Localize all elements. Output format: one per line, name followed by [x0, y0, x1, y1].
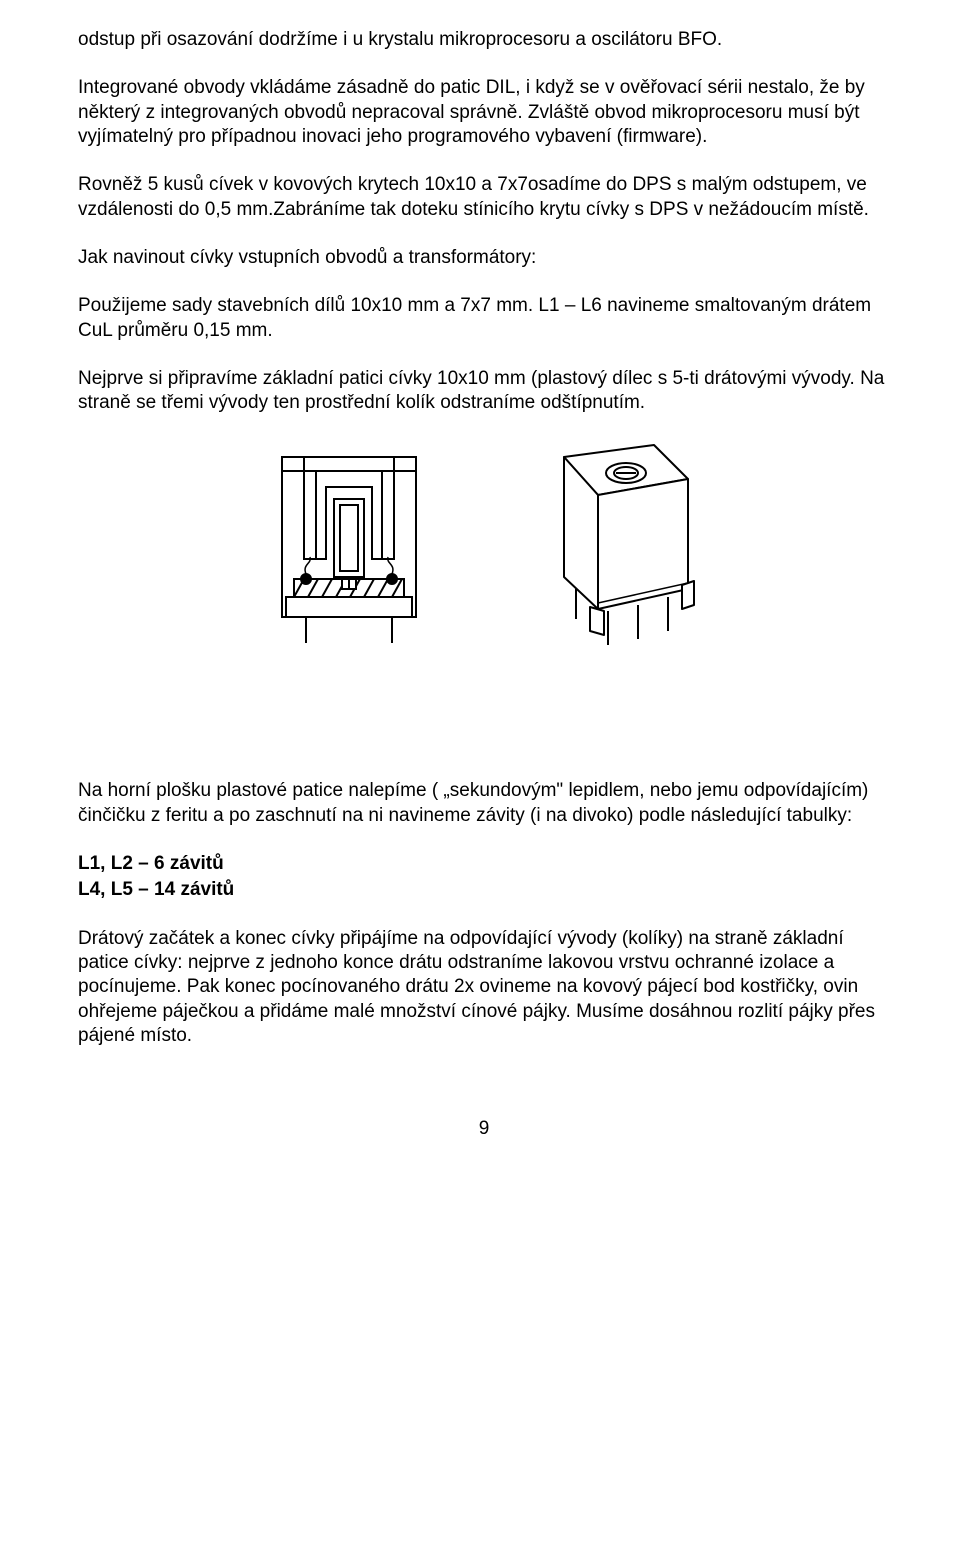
paragraph-6: Nejprve si připravíme základní patici cí…	[78, 367, 890, 416]
paragraph-2: Integrované obvody vkládáme zásadně do p…	[78, 76, 890, 149]
coil-bobbin-diagram-icon	[264, 449, 434, 669]
paragraph-4: Jak navinout cívky vstupních obvodů a tr…	[78, 246, 890, 270]
figure-row	[78, 439, 890, 669]
paragraph-3: Rovněž 5 kusů cívek v kovových krytech 1…	[78, 173, 890, 222]
paragraph-5: Použijeme sady stavebních dílů 10x10 mm …	[78, 294, 890, 343]
winding-spec-1: L1, L2 – 6 závitů	[78, 852, 890, 876]
paragraph-1: odstup při osazování dodržíme i u krysta…	[78, 28, 890, 52]
page-number: 9	[78, 1118, 890, 1140]
paragraph-7: Na horní plošku plastové patice nalepíme…	[78, 779, 890, 828]
winding-spec-2: L4, L5 – 14 závitů	[78, 878, 890, 902]
shielded-coil-can-icon	[504, 439, 704, 669]
paragraph-8: Drátový začátek a konec cívky připájíme …	[78, 927, 890, 1049]
